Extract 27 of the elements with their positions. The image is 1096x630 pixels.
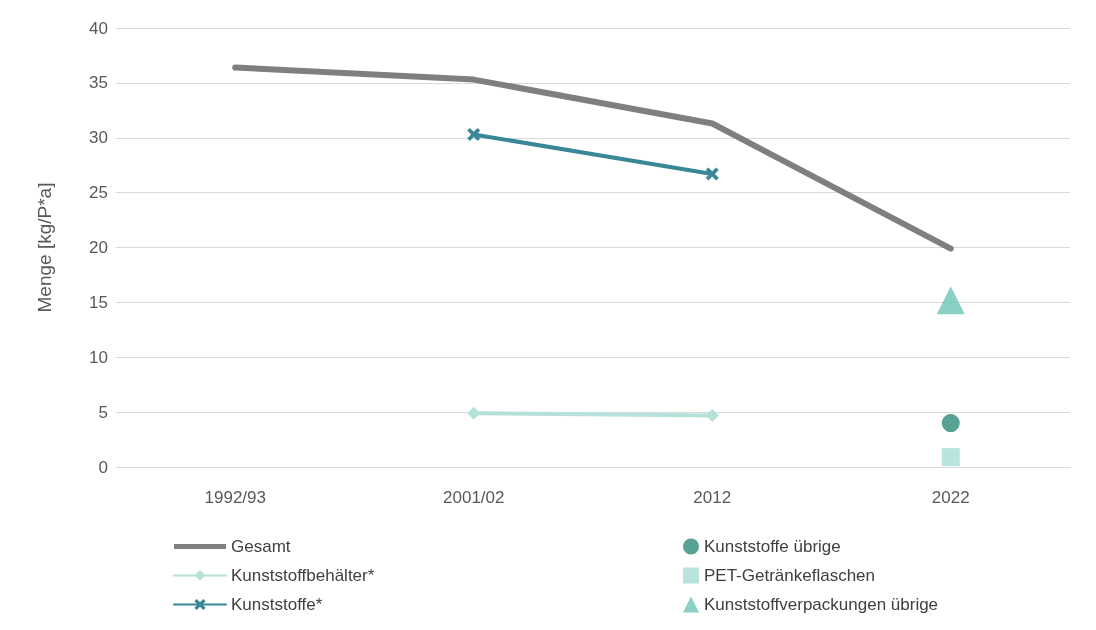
legend-label: Kunststoffe* <box>231 595 323 614</box>
point <box>705 408 719 422</box>
y-tick-label: 40 <box>89 18 108 38</box>
x-tick-label: 2022 <box>931 488 970 507</box>
y-tick-label: 35 <box>89 73 108 93</box>
y-tick-label: 10 <box>89 347 108 367</box>
point <box>936 286 965 315</box>
x-tick-label: 2001/02 <box>443 488 505 507</box>
x-tick-label: 1992/93 <box>204 488 266 507</box>
y-tick-label: 5 <box>98 402 108 422</box>
legend-label: Kunststoffverpackungen übrige <box>704 595 939 614</box>
point <box>705 167 719 181</box>
y-tick-label: 25 <box>89 183 108 203</box>
point <box>467 406 481 420</box>
y-tick-label: 15 <box>89 292 108 312</box>
x-tick-label: 2012 <box>693 488 732 507</box>
y-tick-label: 0 <box>98 457 108 477</box>
legend-label: Kunststoffe übrige <box>704 537 841 556</box>
point <box>467 127 481 141</box>
point <box>941 448 960 467</box>
point <box>941 414 960 433</box>
y-tick-label: 30 <box>89 128 108 148</box>
legend-label: Kunststoffbehälter* <box>231 566 375 585</box>
legend-label: Gesamt <box>231 537 291 556</box>
legend-label: PET-Getränkeflaschen <box>704 566 876 585</box>
y-axis-title: Menge [kg/P*a] <box>34 182 55 313</box>
y-tick-label: 20 <box>89 238 108 257</box>
